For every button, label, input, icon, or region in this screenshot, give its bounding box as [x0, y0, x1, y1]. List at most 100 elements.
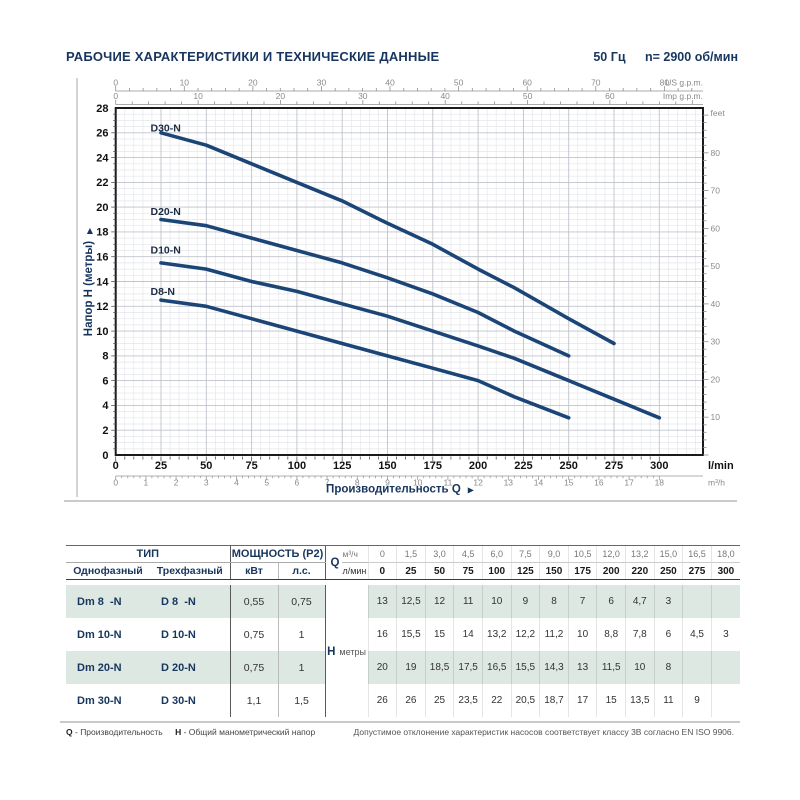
y-axis-title: Напор H (метры)▶: [83, 227, 95, 336]
feet-axis: [703, 114, 709, 456]
imp-gpm-unit: Imp g.p.m.: [663, 91, 703, 101]
technical-data-table: ТИП МОЩНОСТЬ (P2) Q м³/ч л/мин 0 1,5 3,0 4,5…: [66, 545, 740, 717]
head-value: 3: [710, 618, 740, 651]
head-value: 8: [539, 585, 569, 618]
footnote-q-text: - Производительность: [75, 727, 163, 737]
svg-text:26: 26: [96, 128, 108, 140]
svg-text:16: 16: [594, 478, 604, 488]
head-value: 18,7: [539, 684, 569, 717]
svg-text:24: 24: [96, 152, 109, 164]
q-lmin-value: 100: [481, 562, 512, 580]
head-value: 20: [367, 651, 397, 684]
svg-text:40: 40: [385, 78, 395, 88]
pump-name-single: Dm 20-N: [66, 651, 150, 684]
feet-labels: 10 20 30 40 50 60 70 80 feet: [711, 108, 726, 422]
imp-gpm-labels: 0 10 20 30 40 50 60 Imp g.p.m.: [113, 91, 703, 101]
head-value: 12,5: [396, 585, 426, 618]
svg-text:30: 30: [358, 91, 368, 101]
head-value: 13,2: [481, 618, 512, 651]
m3h-axis: [115, 475, 703, 480]
svg-text:25: 25: [155, 460, 167, 472]
head-value: 15,5: [510, 651, 540, 684]
table-header-row-2: Однофазный Трехфазный кВт л.с. 0 25 50 75 100…: [66, 562, 740, 580]
page-title: РАБОЧИЕ ХАРАКТЕРИСТИКИ И ТЕХНИЧЕСКИЕ ДАН…: [66, 49, 440, 64]
pump-name-three: D 8 -N: [150, 585, 231, 618]
svg-text:6: 6: [295, 478, 300, 488]
head-value: 12,2: [510, 618, 540, 651]
h-symbol: H: [327, 646, 336, 658]
us-gpm-unit: US g.p.m.: [665, 78, 703, 88]
svg-text:20: 20: [96, 202, 108, 214]
head-value: 6: [596, 585, 626, 618]
svg-text:13: 13: [504, 478, 514, 488]
col-header-hp: л.с.: [277, 562, 326, 580]
power-hp: 1: [277, 651, 326, 684]
pump-row-D10-N: Dm 10-N D 10-N 0,75 1 16 15,5 15 14 13,2 12,2 1…: [66, 618, 740, 651]
footnote-legend: Q - Производительность H - Общий маномет…: [66, 727, 315, 737]
svg-text:50: 50: [523, 91, 533, 101]
q-lmin-value: 300: [710, 562, 740, 580]
us-gpm-axis: [115, 86, 703, 92]
head-value: 9: [510, 585, 540, 618]
svg-text:70: 70: [591, 78, 601, 88]
head-value: 10: [625, 651, 655, 684]
q-m3h-value: 1,5: [396, 545, 426, 563]
q-lmin-value: 275: [682, 562, 712, 580]
head-value: 11: [453, 585, 483, 618]
imp-gpm-axis: [115, 100, 703, 105]
svg-text:70: 70: [711, 186, 721, 196]
head-value: 3: [653, 585, 683, 618]
m3h-unit: m³/h: [708, 478, 725, 488]
svg-text:175: 175: [424, 460, 442, 472]
svg-text:10: 10: [413, 478, 423, 488]
curve-label-D30-N: D30-N: [151, 122, 181, 134]
head-value: 6: [653, 618, 683, 651]
pump-row-D30-N: Dm 30-N D 30-N 1,1 1,5 26 26 25 23,5 22 20,5 18…: [66, 684, 740, 717]
curve-D20-N: [159, 217, 571, 358]
power-hp: 1,5: [277, 684, 326, 717]
svg-text:10: 10: [96, 326, 108, 338]
pump-curve-chart: 0 10 20 30 40 50 60 70 80 US g.p.m. 0 10 20 30 40 50 60 I…: [76, 78, 734, 497]
svg-text:60: 60: [711, 223, 721, 233]
svg-text:50: 50: [454, 78, 464, 88]
m3h-labels: 0 1 2 3 4 5 6 7 8 9 10 11 12 13 14 15 16 17 18 m³/h: [113, 478, 725, 488]
curve-label-D10-N: D10-N: [151, 244, 181, 256]
svg-text:7: 7: [325, 478, 330, 488]
h-unit: метры: [339, 647, 366, 657]
svg-text:80: 80: [660, 78, 670, 88]
svg-text:10: 10: [180, 78, 190, 88]
head-value: 14,3: [539, 651, 569, 684]
x-axis-title: Производительность Q ▶: [326, 484, 475, 496]
col-header-kw: кВт: [229, 562, 279, 580]
svg-text:9: 9: [385, 478, 390, 488]
svg-text:11: 11: [443, 478, 452, 488]
head-value: 4,7: [625, 585, 655, 618]
meters-axis: [111, 113, 116, 450]
head-value: 19: [396, 651, 426, 684]
svg-text:2: 2: [102, 425, 108, 437]
q-m3h-value: 13,2: [625, 545, 655, 563]
head-value: 13,5: [625, 684, 655, 717]
q-unit-lmin: л/мин: [342, 565, 367, 576]
q-lmin-value: 220: [625, 562, 655, 580]
svg-text:50: 50: [200, 460, 212, 472]
head-value: 8: [653, 651, 683, 684]
head-value: 15: [424, 618, 454, 651]
pump-data-table: ТИП МОЩНОСТЬ (P2) Q м³/ч л/мин 0 1,5 3,0 4,5…: [66, 545, 740, 717]
power-kw: 0,75: [229, 618, 279, 651]
feet-unit: feet: [711, 108, 726, 118]
svg-text:2: 2: [174, 478, 179, 488]
lmin-axis: [115, 456, 660, 461]
power-kw: 0,55: [229, 585, 279, 618]
svg-text:200: 200: [469, 460, 487, 472]
svg-text:8: 8: [102, 351, 108, 363]
svg-text:125: 125: [333, 460, 351, 472]
svg-text:30: 30: [711, 337, 721, 347]
head-value: 7: [567, 585, 597, 618]
head-value: 15: [596, 684, 626, 717]
section-divider: [64, 500, 737, 502]
